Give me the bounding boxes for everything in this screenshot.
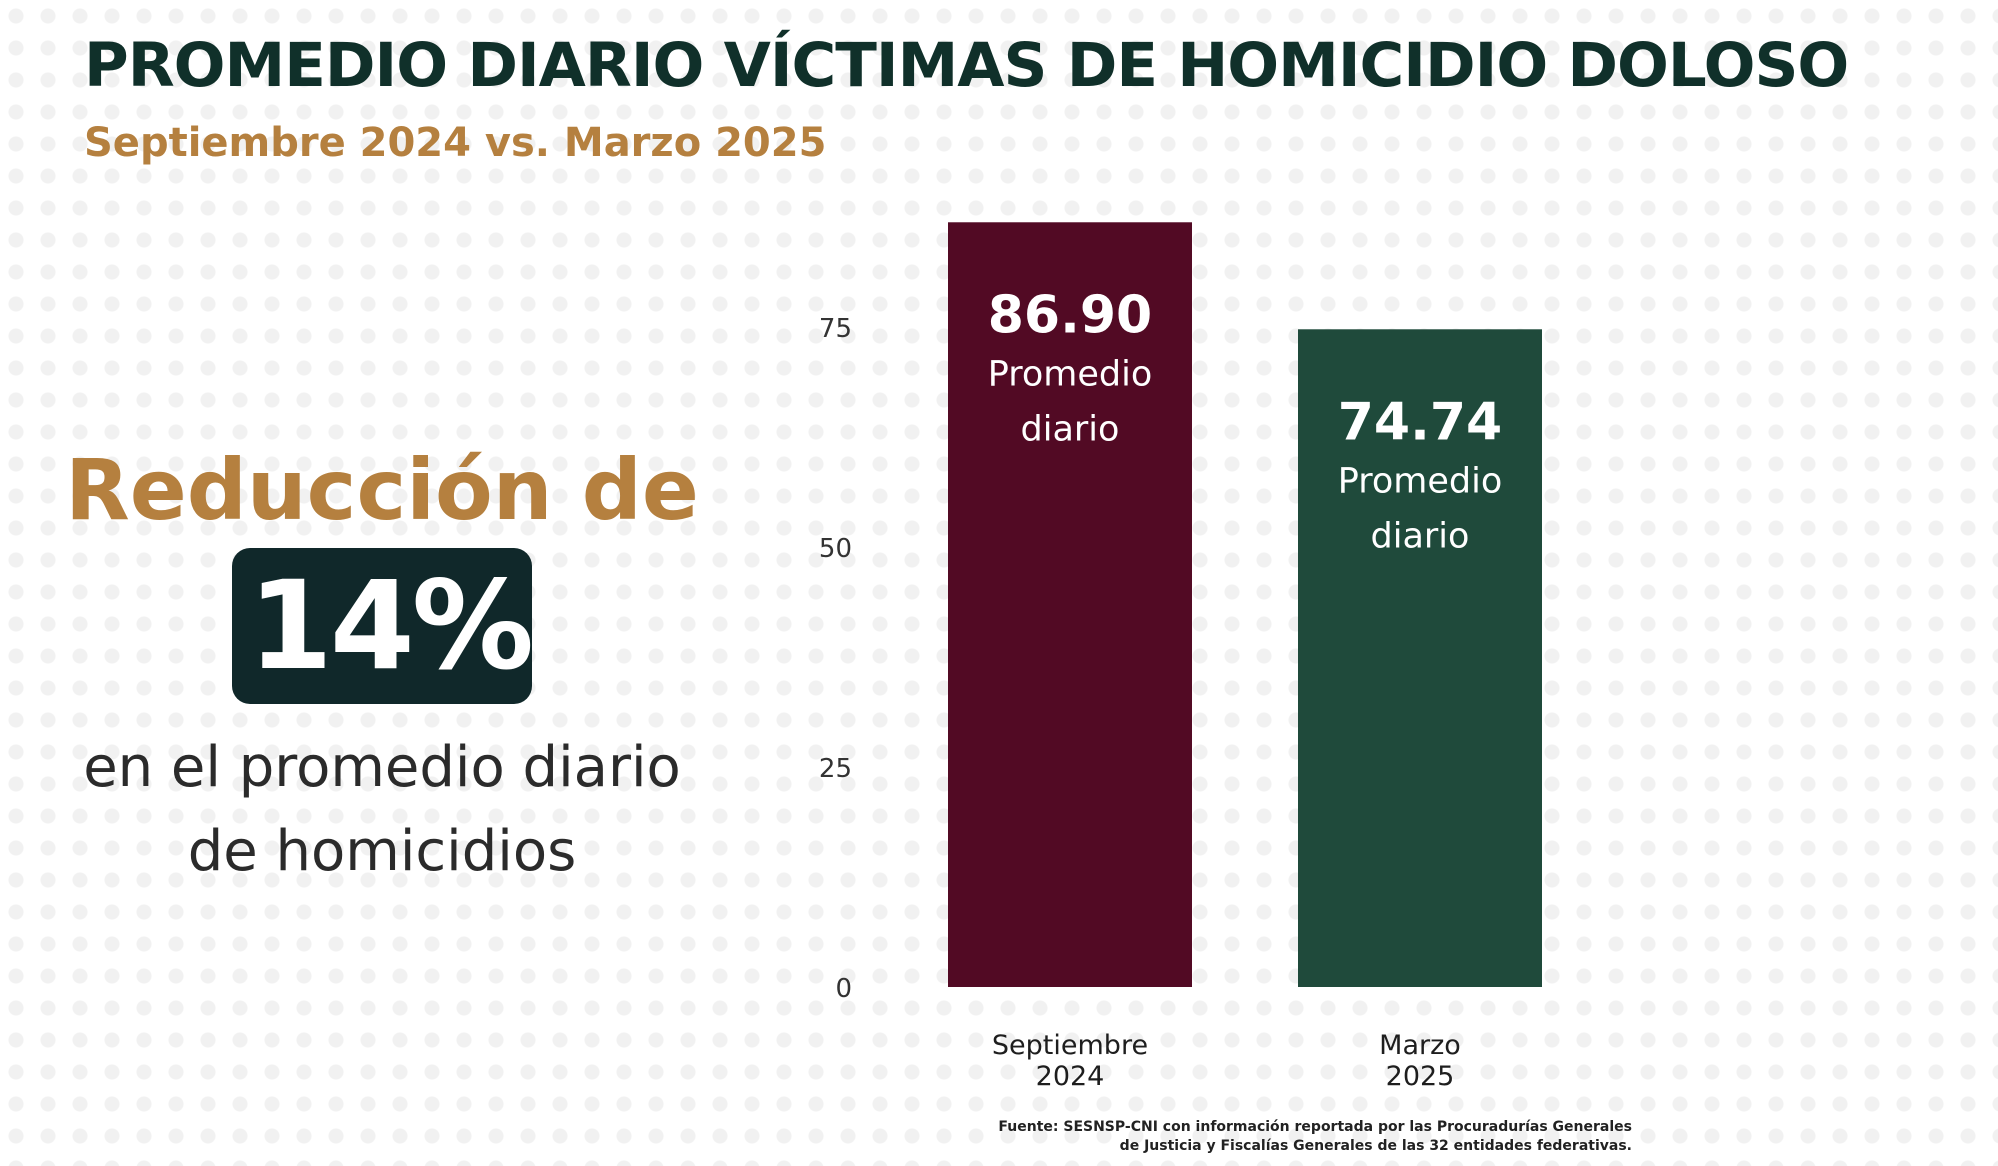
bar-value-label-0: 86.90 — [988, 285, 1152, 345]
x-tick-label-1-0: Marzo — [1379, 1030, 1461, 1061]
reduction-summary: Reducción de 14% en el promedio diario d… — [30, 440, 734, 894]
bar-caption-0-0: Promedio — [988, 354, 1153, 394]
reduction-description-line-1: en el promedio diario — [83, 735, 681, 800]
y-tick-label-0: 0 — [835, 974, 852, 1004]
page-title: PROMEDIO DIARIO VÍCTIMAS DE HOMICIDIO DO… — [84, 30, 1849, 101]
y-tick-label-2: 50 — [819, 534, 852, 564]
x-tick-label-1-1: 2025 — [1386, 1061, 1455, 1092]
y-tick-label-3: 75 — [819, 314, 852, 344]
bar-caption-1-1: diario — [1371, 516, 1470, 556]
bar-caption-0-1: diario — [1021, 409, 1120, 449]
x-tick-label-0-1: 2024 — [1036, 1061, 1105, 1092]
bar-value-label-1: 74.74 — [1338, 392, 1502, 452]
reduction-description-line-2: de homicidios — [187, 819, 577, 884]
bar-caption-1-0: Promedio — [1338, 461, 1503, 501]
reduction-heading: Reducción de — [65, 441, 699, 539]
source-line-1: Fuente: SESNSP-CNI con información repor… — [998, 1119, 1632, 1135]
y-tick-label-1: 25 — [819, 754, 852, 784]
x-tick-label-0-0: Septiembre — [992, 1030, 1148, 1061]
page-subtitle: Septiembre 2024 vs. Marzo 2025 — [84, 120, 827, 166]
source-line-2: de Justicia y Fiscalías Generales de las… — [1119, 1138, 1632, 1154]
bar-0 — [948, 222, 1192, 987]
reduction-description: en el promedio diario de homicidios — [30, 726, 734, 894]
reduction-percent-badge: 14% — [232, 548, 534, 704]
bar-1 — [1298, 329, 1542, 988]
source-note: Fuente: SESNSP-CNI con información repor… — [900, 1118, 1632, 1156]
